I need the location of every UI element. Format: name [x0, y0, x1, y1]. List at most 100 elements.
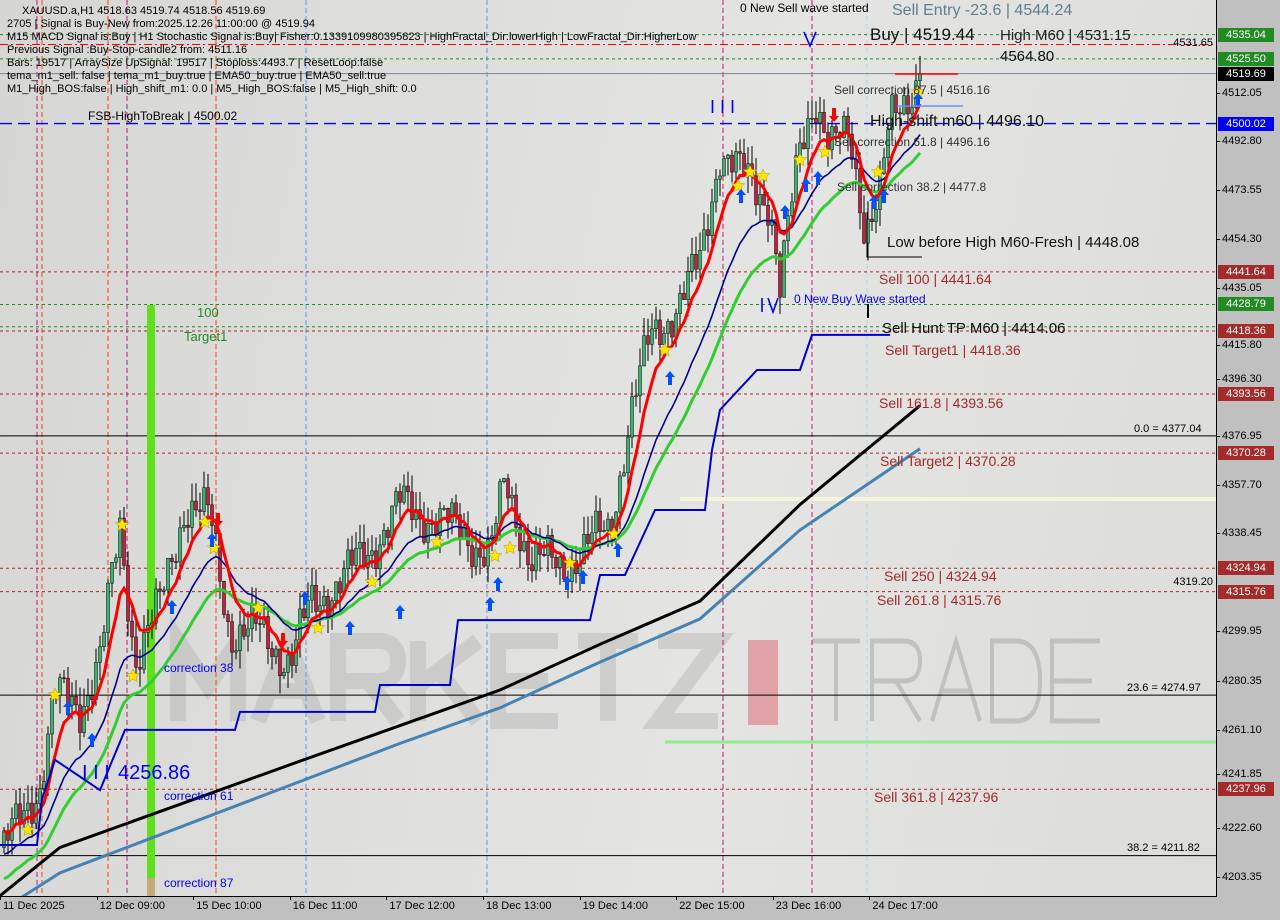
candle-body: [702, 229, 706, 251]
candle-body: [522, 541, 526, 552]
target-bar-base: [147, 878, 155, 896]
signal-star-icon: [792, 152, 808, 167]
sell-arrow-icon: [829, 108, 839, 122]
candle-body: [58, 677, 62, 696]
watermark-letter: [170, 614, 246, 721]
candle-body: [26, 802, 30, 811]
price-axis-tick: 4531.65: [1173, 36, 1213, 49]
candle-body: [406, 485, 410, 493]
signal-star-icon: [817, 144, 833, 159]
candle-body: [526, 541, 530, 565]
price-axis-tick: 4415.80: [1216, 338, 1262, 351]
candle-body: [670, 321, 674, 338]
fib-382-label: 38.2 = 4211.82: [1127, 842, 1200, 854]
sell-hunt-label: Sell Hunt TP M60 | 4414.06: [882, 320, 1066, 337]
signal-star-icon: [125, 668, 141, 683]
info-line-4: Bars: 19517 | ArraySize UpSignal: 19517 …: [7, 57, 384, 69]
candle-body: [502, 478, 506, 482]
info-line-1: 2705 | Signal is Buy-New from:2025.12.26…: [7, 18, 315, 30]
buy-arrow-icon: [345, 621, 355, 635]
candle-body: [110, 562, 114, 584]
candle-body: [558, 556, 562, 568]
sell-correction-618: Sell correction 61.8 | 4496.16: [834, 135, 990, 149]
buy-label: Buy | 4519.44: [870, 25, 975, 44]
candle-body: [470, 545, 474, 567]
candle-body: [410, 491, 414, 520]
candle-body: [78, 704, 82, 733]
candle-body: [230, 621, 234, 653]
buy-arrow-icon: [87, 733, 97, 747]
candle-body: [302, 608, 306, 618]
candle-body: [70, 695, 74, 706]
buy-arrow-icon: [167, 600, 177, 614]
candle-body: [42, 780, 46, 789]
buy-arrow-icon: [913, 93, 923, 107]
candle-body: [182, 524, 186, 529]
candle-body: [722, 158, 726, 177]
candle-body: [358, 542, 362, 549]
candle-body: [38, 788, 42, 804]
buy-arrow-icon: [613, 543, 623, 557]
candle-body: [158, 588, 162, 592]
signal-star-icon: [562, 555, 578, 570]
candle-body: [498, 481, 502, 524]
correction-38-label: correction 38: [164, 661, 234, 675]
candle-body: [346, 549, 350, 569]
time-axis-tick: 19 Dec 14:00: [579, 896, 649, 912]
candle-body: [446, 508, 450, 523]
low-before-high-bracket: [866, 212, 922, 258]
signal-star-icon: [47, 687, 63, 702]
info-line-2: M15 MACD Signal is:Buy | H1 Stochastic S…: [7, 31, 697, 43]
candle-body: [130, 620, 134, 638]
price-axis-tick: 4454.30: [1216, 233, 1262, 246]
chart-plot-area[interactable]: XAUUSD.a,H1 4518.63 4519.74 4518.56 4519…: [0, 0, 1217, 897]
signal-star-icon: [197, 514, 213, 529]
candle-body: [186, 524, 190, 528]
candle-body: [234, 650, 238, 653]
price-tag: 4535.04: [1218, 27, 1274, 42]
candle-body: [762, 194, 766, 206]
candle-body: [518, 527, 522, 552]
info-line-6: M1_High_BOS:false | High_shift_m1: 0.0 |…: [7, 83, 417, 95]
candle-body: [178, 527, 182, 563]
signal-star-icon: [487, 548, 503, 563]
candle-body: [350, 549, 354, 566]
watermark-letter: [330, 633, 407, 726]
candle-body: [842, 115, 846, 138]
watermark-letter: [930, 633, 982, 722]
candle-body: [142, 632, 146, 670]
candle-body: [226, 614, 230, 622]
candle-body: [634, 395, 638, 398]
candle-body: [322, 595, 326, 606]
candle-body: [238, 624, 242, 652]
price-axis-tick: 4512.05: [1216, 86, 1262, 99]
candle-body: [766, 204, 770, 226]
sell-arrow-icon: [213, 513, 223, 527]
sell-correction-382: Sell correction 38.2 | 4477.8: [837, 180, 987, 194]
price-tag: 4370.28: [1218, 446, 1274, 461]
candle-body: [222, 580, 226, 615]
watermark-letter: [869, 638, 923, 723]
candle-body: [154, 588, 158, 624]
candle-body: [742, 153, 746, 177]
candle-body: [694, 254, 698, 270]
candle-body: [198, 509, 202, 512]
correction-87-label: correction 87: [164, 876, 234, 890]
candle-body: [574, 560, 578, 575]
fib-0-label: 0.0 = 4377.04: [1134, 423, 1202, 435]
signal-star-icon: [657, 342, 673, 357]
signal-star-icon: [364, 574, 380, 589]
candle-body: [718, 175, 722, 180]
candle-body: [510, 494, 514, 499]
sell-100-label: Sell 100 | 4441.64: [879, 271, 992, 287]
candle-body: [90, 695, 94, 700]
candle-body: [666, 321, 670, 334]
candle-body: [2, 830, 6, 848]
wave-marks-top: I I I: [710, 97, 736, 117]
buy-arrow-icon: [395, 605, 405, 619]
price-tag: 4500.02: [1218, 116, 1274, 131]
candle-body: [626, 436, 630, 474]
candle-body: [310, 585, 314, 601]
candle-body: [662, 333, 666, 345]
ema-slow-line: [3, 151, 922, 881]
